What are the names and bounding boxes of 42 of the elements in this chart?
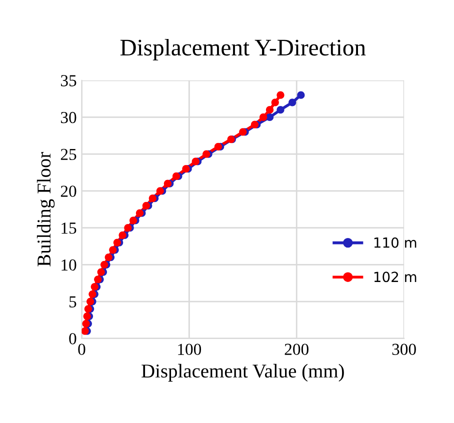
point <box>90 282 98 291</box>
point <box>97 268 105 276</box>
legend-label: 102 m <box>374 272 416 282</box>
point <box>100 260 108 268</box>
y-tick-label: 20 <box>60 186 76 197</box>
point <box>156 187 164 195</box>
y-tick-label: 0 <box>69 333 76 344</box>
point <box>83 312 91 320</box>
point <box>172 172 180 180</box>
y-axis-title: Building Floor <box>36 152 55 266</box>
y-tick-label: 15 <box>62 222 76 234</box>
point <box>142 202 150 210</box>
point <box>84 305 92 313</box>
y-tick-label: 35 <box>60 75 76 86</box>
y-tick-label: 30 <box>60 112 76 124</box>
point <box>260 113 268 122</box>
point <box>288 98 296 106</box>
x-tick-label: 200 <box>284 344 308 355</box>
point <box>266 113 274 122</box>
point <box>164 180 172 188</box>
point <box>214 142 222 151</box>
point <box>129 216 138 224</box>
x-axis-title: Displacement Value (mm) <box>142 364 344 382</box>
x-tick-label: 300 <box>392 344 416 355</box>
y-tick-label: 25 <box>60 148 76 160</box>
point <box>297 91 305 99</box>
x-tick-label: 100 <box>178 344 202 355</box>
point <box>266 106 274 114</box>
chart-title: Displacement Y-Direction <box>120 38 366 60</box>
point <box>148 194 156 202</box>
point <box>250 120 259 128</box>
x-tick-label: 0 <box>78 344 86 355</box>
point <box>271 98 279 106</box>
point <box>192 158 200 166</box>
y-tick-label: 10 <box>62 259 76 271</box>
point <box>104 254 112 262</box>
legend-label: 110 m <box>374 237 416 248</box>
point <box>113 238 121 246</box>
point <box>276 106 284 114</box>
point <box>276 91 284 99</box>
point <box>136 209 144 217</box>
y-tick-label: 5 <box>69 296 76 308</box>
